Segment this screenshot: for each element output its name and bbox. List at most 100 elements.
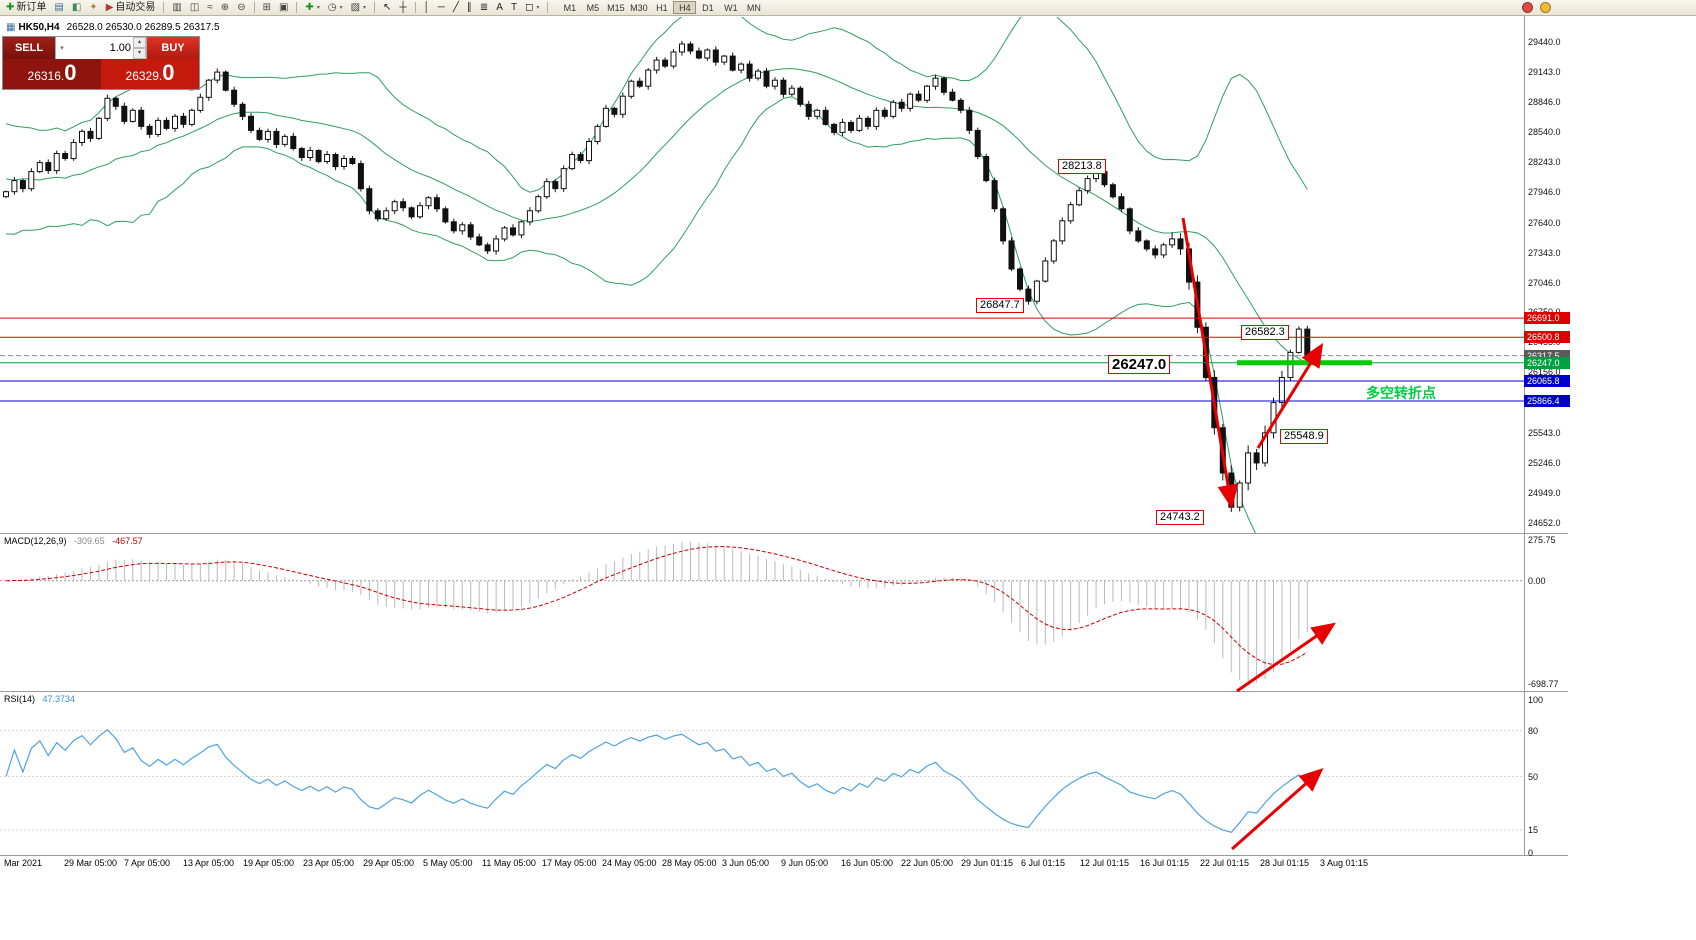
autotrading-icon: ▶ — [105, 2, 114, 13]
periods-button[interactable]: ◷ ▾ — [325, 1, 346, 15]
dropdown-arrow-icon: ▾ — [363, 4, 367, 11]
volume-decrease-button[interactable]: ▾ — [133, 48, 146, 59]
new-order-button[interactable]: ✚ 新订单 — [3, 1, 49, 15]
rsi-title: RSI(14) 47.3734 — [4, 694, 75, 704]
price-axis-label: 27946.0 — [1528, 187, 1561, 197]
autotrading-label: 自动交易 — [115, 1, 156, 13]
navigator-icon: ✦ — [89, 2, 98, 13]
cursor-button[interactable]: ↖ — [380, 1, 394, 15]
macd-title: MACD(12,26,9) -309.65 -467.57 — [4, 536, 143, 546]
market-watch-button[interactable]: ▤ — [51, 1, 66, 15]
timeframe-h4-button[interactable]: H4 — [673, 1, 697, 14]
tile-windows-button[interactable]: ⊞ — [260, 1, 274, 15]
macd-main-value: -309.65 — [74, 536, 105, 546]
time-axis-label: 16 Jun 05:00 — [841, 858, 894, 868]
alerts-icon[interactable] — [1540, 2, 1551, 13]
toolbar-separator — [414, 2, 416, 13]
price-axis-label: 24949.0 — [1528, 488, 1561, 498]
label-button[interactable]: T — [508, 1, 520, 15]
timeframe-m5-button[interactable]: M5 — [581, 1, 604, 14]
timeframe-m1-button[interactable]: M1 — [558, 1, 581, 14]
navigator-button[interactable]: ✦ — [86, 1, 100, 15]
sell-button[interactable]: SELL — [3, 37, 55, 59]
candlestick-chart-button[interactable]: ◫ — [187, 1, 202, 15]
time-axis-label: 28 Jul 01:15 — [1260, 858, 1310, 868]
crosshair-icon: ┼ — [399, 2, 407, 13]
price-callout-24743.2[interactable]: 24743.2 — [1156, 510, 1204, 525]
price-axis-label: 27046.0 — [1528, 278, 1561, 288]
volume-box: ▾ ▴ ▾ — [55, 37, 147, 59]
rsi-axis-label: 0 — [1528, 848, 1534, 858]
price-tag-26691.0: 26691.0 — [1524, 312, 1570, 324]
data-window-button[interactable]: ◧ — [69, 1, 84, 15]
toolbar-separator — [374, 2, 376, 13]
trend-arrow-1[interactable] — [1181, 217, 1239, 509]
channel-button[interactable]: ∥ — [464, 1, 475, 15]
fibonacci-button[interactable]: ≣ — [477, 1, 491, 15]
price-callout-26847.7[interactable]: 26847.7 — [976, 298, 1024, 313]
buy-price[interactable]: 26329. 0 — [101, 59, 199, 89]
zoom-out-icon: ⊖ — [237, 2, 246, 13]
volume-dropdown-icon[interactable]: ▾ — [60, 45, 64, 52]
time-axis-label: 5 May 05:00 — [423, 858, 473, 868]
price-callout-28213.8[interactable]: 28213.8 — [1058, 159, 1106, 174]
horizontal-line-icon: ─ — [437, 2, 445, 13]
timeframe-m15-button[interactable]: M15 — [604, 1, 627, 14]
sell-price[interactable]: 26316. 0 — [3, 59, 101, 89]
trend-arrow-4[interactable] — [1231, 768, 1324, 851]
macd-signal-value: -467.57 — [112, 536, 143, 546]
time-axis-label: 24 May 05:00 — [602, 858, 657, 868]
line-chart-button[interactable]: ≈ — [204, 1, 216, 15]
timeframe-group: M1 M5 M15 M30 H1 H4 D1 W1 MN — [558, 1, 765, 14]
timeframe-d1-button[interactable]: D1 — [696, 1, 719, 14]
macd-axis-label: 0.00 — [1528, 576, 1546, 586]
timeframe-mn-button[interactable]: MN — [742, 1, 765, 14]
toolbar-separator — [163, 2, 165, 13]
timeframe-h1-button[interactable]: H1 — [650, 1, 673, 14]
rsi-value: 47.3734 — [42, 694, 76, 704]
buy-button[interactable]: BUY — [147, 37, 199, 59]
time-axis-label: 9 Jun 05:00 — [781, 858, 829, 868]
rsi-line — [5, 729, 1308, 833]
turning-point-annotation[interactable]: 多空转折点 — [1366, 385, 1436, 401]
crosshair-button[interactable]: ┼ — [396, 1, 409, 15]
time-axis-label: 29 Mar 05:00 — [64, 858, 118, 868]
vertical-line-button[interactable]: │ — [421, 1, 433, 15]
time-axis-label: 17 May 05:00 — [542, 858, 597, 868]
trendline-button[interactable]: ╱ — [450, 1, 462, 15]
cascade-windows-button[interactable]: ▣ — [276, 1, 291, 15]
templates-button[interactable]: ▧ ▾ — [348, 1, 369, 15]
time-axis-label: 28 May 05:00 — [662, 858, 717, 868]
vertical-line-icon: │ — [423, 2, 430, 13]
time-axis-label: 7 Apr 05:00 — [124, 858, 171, 868]
timeframe-m30-button[interactable]: M30 — [627, 1, 650, 14]
horizontal-line-button[interactable]: ─ — [435, 1, 448, 15]
volume-increase-button[interactable]: ▴ — [133, 37, 146, 48]
price-callout-26247.0[interactable]: 26247.0 — [1108, 355, 1171, 374]
zoom-in-button[interactable]: ⊕ — [218, 1, 232, 15]
shapes-button[interactable]: ◻ ▾ — [522, 1, 542, 15]
rsi-axis-label: 15 — [1528, 825, 1539, 835]
time-axis-label: 29 Jun 01:15 — [961, 858, 1014, 868]
chart-header: ▦ HK50,H4 26528.0 26530.0 26289.5 26317.5 — [6, 22, 220, 33]
bar-chart-button[interactable]: ▥ — [169, 1, 184, 15]
community-icon[interactable] — [1522, 2, 1533, 13]
rsi-name: RSI(14) — [4, 694, 36, 704]
text-button[interactable]: A — [493, 1, 506, 15]
volume-input[interactable] — [68, 42, 133, 54]
trend-arrow-2[interactable] — [1256, 342, 1324, 449]
market-watch-icon: ▤ — [54, 2, 64, 13]
trend-arrow-3[interactable] — [1236, 622, 1336, 693]
autotrading-button[interactable]: ▶ 自动交易 — [103, 1, 159, 15]
price-callout-25548.9[interactable]: 25548.9 — [1280, 429, 1328, 444]
price-axis-label: 27640.0 — [1528, 218, 1561, 228]
price-callout-26582.3[interactable]: 26582.3 — [1241, 325, 1289, 340]
trendline-icon: ╱ — [452, 2, 459, 13]
indicators-button[interactable]: ✚ ▾ — [302, 1, 322, 15]
timeframe-w1-button[interactable]: W1 — [719, 1, 742, 14]
new-order-label: 新订单 — [16, 1, 47, 13]
zoom-out-button[interactable]: ⊖ — [234, 1, 248, 15]
price-tag-26500.8: 26500.8 — [1524, 331, 1570, 343]
data-window-icon: ◧ — [71, 2, 82, 13]
